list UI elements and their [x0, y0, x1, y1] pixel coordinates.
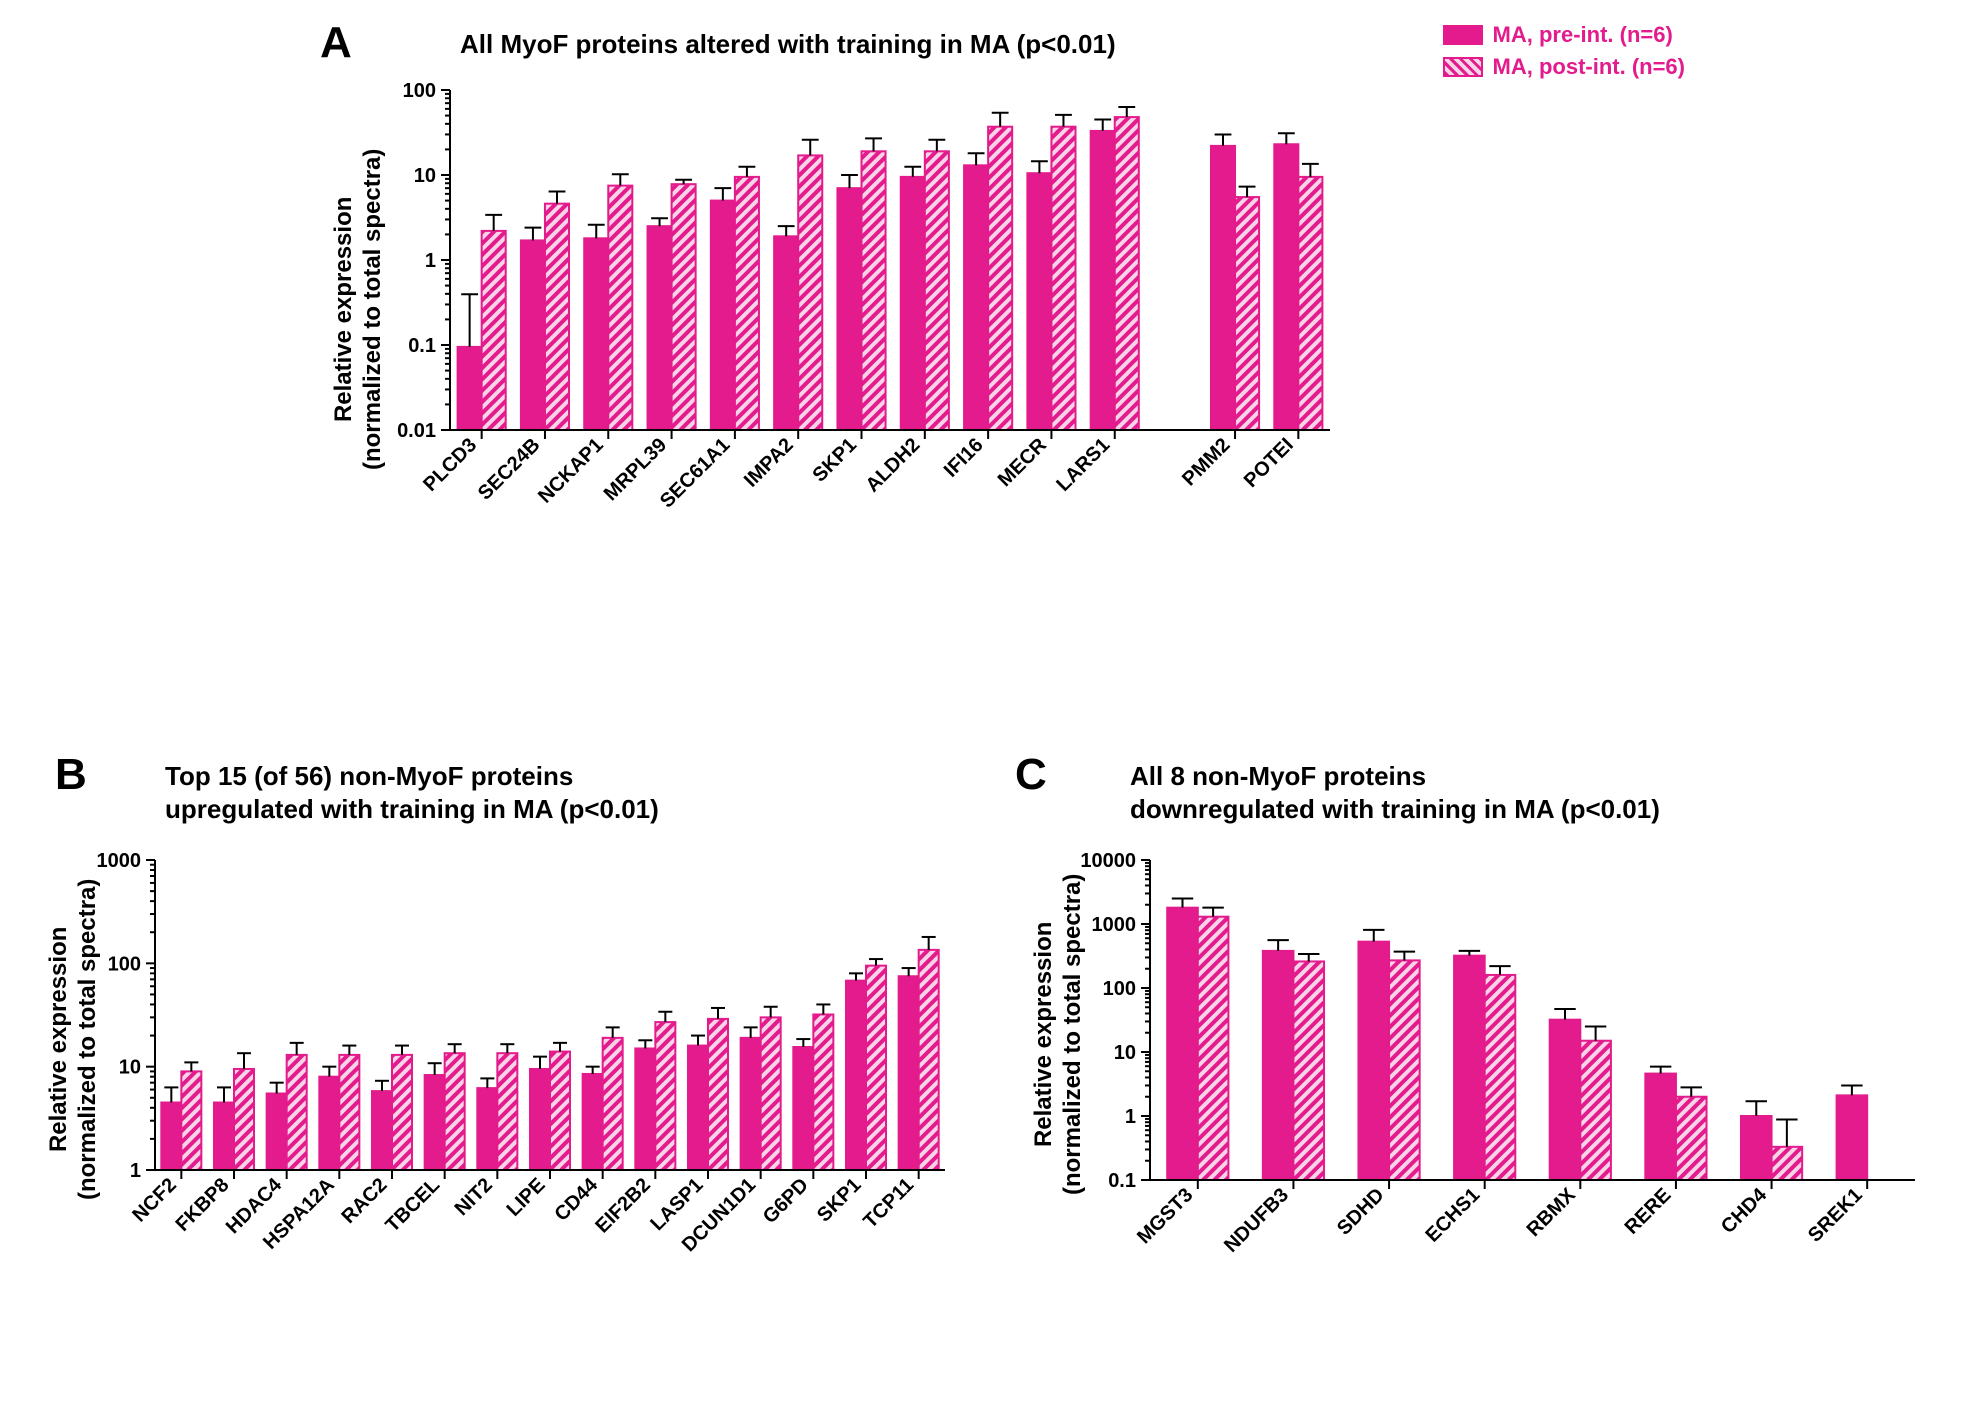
- panel-label-c: C: [1015, 750, 1047, 800]
- chart-title-b: Top 15 (of 56) non-MyoF proteins upregul…: [165, 760, 659, 825]
- svg-text:ALDH2: ALDH2: [862, 434, 925, 497]
- svg-text:G6PD: G6PD: [759, 1174, 813, 1228]
- chart-title-c: All 8 non-MyoF proteins downregulated wi…: [1130, 760, 1660, 825]
- svg-text:EIF2B2: EIF2B2: [591, 1174, 655, 1238]
- svg-text:100: 100: [403, 80, 436, 102]
- svg-text:NCKAP1: NCKAP1: [534, 434, 608, 508]
- svg-text:NIT2: NIT2: [451, 1174, 497, 1220]
- legend-item-post: MA, post-int. (n=6): [1443, 54, 1685, 80]
- panel-label-a: A: [320, 18, 352, 68]
- svg-text:SREK1: SREK1: [1804, 1184, 1867, 1247]
- svg-text:CHD4: CHD4: [1717, 1183, 1772, 1238]
- svg-text:IFI16: IFI16: [940, 434, 988, 482]
- svg-text:1: 1: [1125, 1106, 1136, 1128]
- svg-text:100: 100: [1103, 978, 1136, 1000]
- chart-title-a: All MyoF proteins altered with training …: [460, 28, 1116, 61]
- svg-text:10000: 10000: [1080, 850, 1136, 872]
- chart-a: 0.010.1110100PLCD3SEC24BNCKAP1MRPL39SEC6…: [370, 70, 1360, 630]
- svg-text:NDUFB3: NDUFB3: [1220, 1184, 1293, 1257]
- svg-text:0.1: 0.1: [408, 335, 436, 357]
- svg-text:10: 10: [119, 1057, 141, 1079]
- svg-text:PLCD3: PLCD3: [419, 434, 481, 496]
- svg-text:1: 1: [130, 1160, 141, 1182]
- svg-text:ECHS1: ECHS1: [1422, 1184, 1485, 1247]
- legend-swatch-pre: [1443, 25, 1483, 45]
- svg-text:LIPE: LIPE: [503, 1174, 550, 1221]
- svg-text:10: 10: [1114, 1042, 1136, 1064]
- svg-text:SKP1: SKP1: [813, 1174, 866, 1227]
- svg-text:SDHD: SDHD: [1333, 1184, 1389, 1240]
- legend-swatch-post: [1443, 57, 1483, 77]
- svg-text:PMM2: PMM2: [1178, 434, 1234, 490]
- chart-c: 0.1 1 10 100 1000 10000 MGST3 NDUFB3 SDHD ECHS1 RB…: [1065, 840, 1935, 1340]
- svg-text:0.1: 0.1: [1108, 1170, 1136, 1192]
- svg-text:RERE: RERE: [1621, 1184, 1676, 1239]
- svg-text:RBMX: RBMX: [1523, 1184, 1581, 1242]
- svg-text:POTEI: POTEI: [1240, 434, 1298, 492]
- chart-b: 1101001000NCF2FKBP8HDAC4HSPA12ARAC2TBCEL…: [85, 840, 965, 1340]
- svg-text:IMPA2: IMPA2: [740, 434, 798, 492]
- figure-page: MA, pre-int. (n=6) MA, post-int. (n=6) A…: [0, 0, 1965, 1405]
- svg-text:100: 100: [108, 953, 141, 975]
- svg-text:10: 10: [414, 165, 436, 187]
- svg-text:1000: 1000: [1092, 914, 1137, 936]
- svg-text:1000: 1000: [97, 850, 142, 872]
- svg-text:1: 1: [425, 250, 436, 272]
- legend-label-post: MA, post-int. (n=6): [1493, 54, 1685, 80]
- legend-label-pre: MA, pre-int. (n=6): [1493, 22, 1673, 48]
- svg-text:TCP11: TCP11: [859, 1174, 918, 1233]
- svg-text:0.01: 0.01: [397, 420, 436, 442]
- svg-text:TBCEL: TBCEL: [382, 1174, 445, 1237]
- legend-item-pre: MA, pre-int. (n=6): [1443, 22, 1685, 48]
- svg-text:MGST3: MGST3: [1133, 1184, 1197, 1248]
- svg-text:LARS1: LARS1: [1052, 434, 1114, 496]
- legend: MA, pre-int. (n=6) MA, post-int. (n=6): [1443, 22, 1685, 80]
- svg-text:SEC61A1: SEC61A1: [656, 434, 734, 512]
- panel-label-b: B: [55, 750, 87, 800]
- svg-text:FKBP8: FKBP8: [172, 1174, 234, 1236]
- svg-text:SKP1: SKP1: [809, 434, 862, 487]
- svg-text:SEC24B: SEC24B: [474, 434, 545, 505]
- svg-text:MECR: MECR: [994, 434, 1052, 492]
